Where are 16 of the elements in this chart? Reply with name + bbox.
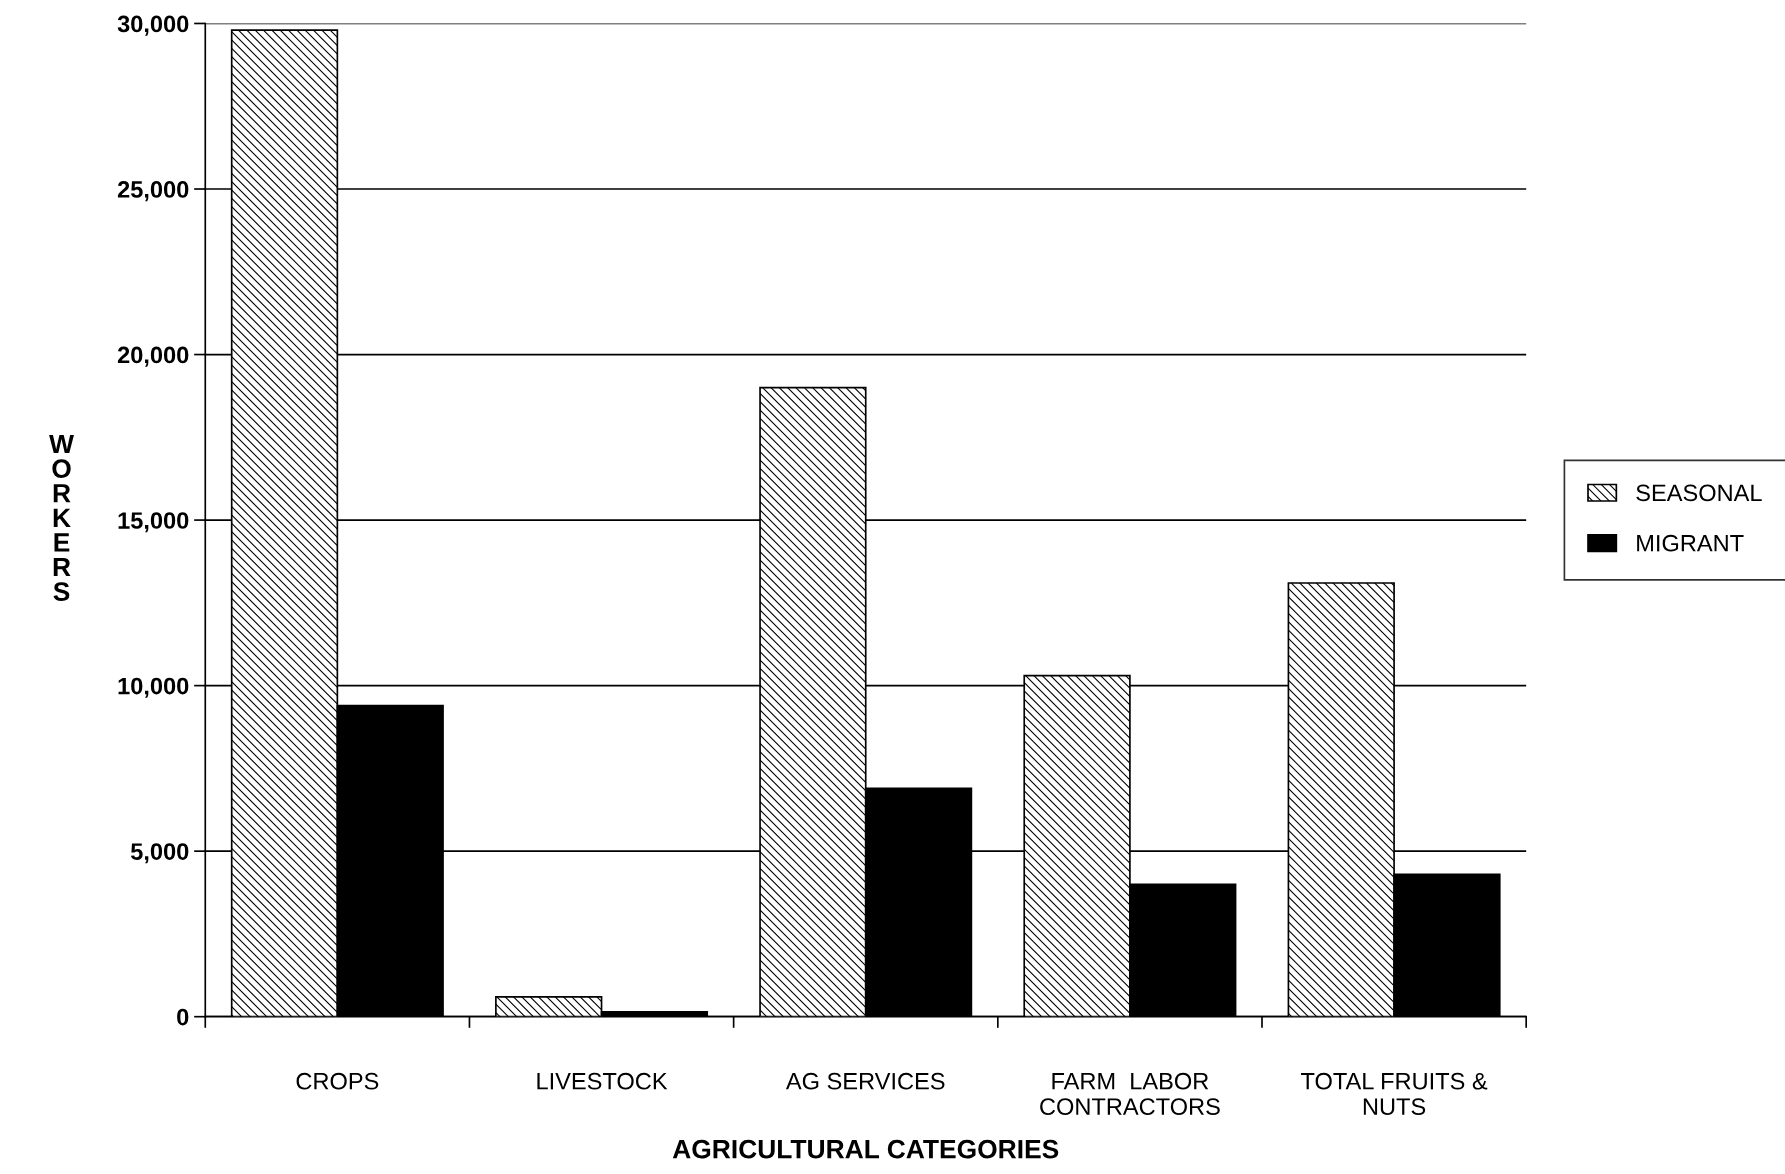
x-tick-label: TOTAL FRUITS & NUTS xyxy=(1301,1072,1488,1116)
x-tick-label: FARM LABOR CONTRACTORS xyxy=(1040,1072,1220,1116)
y-tick-label: 25,000 xyxy=(117,181,189,202)
x-axis-title: AGRICULTURAL CATEGORIES xyxy=(672,1139,1059,1159)
y-axis-title: WORKERS xyxy=(49,434,74,601)
legend-label: MIGRANT xyxy=(1637,534,1744,552)
y-tick-label: 0 xyxy=(177,1008,189,1026)
y-tick-label: 10,000 xyxy=(118,677,189,698)
y-tick-label: 30,000 xyxy=(117,15,189,36)
legend-label: SEASONAL xyxy=(1636,484,1762,502)
x-tick-label: CROPS xyxy=(296,1072,379,1090)
y-tick-label: 15,000 xyxy=(118,512,189,533)
y-tick-label: 20,000 xyxy=(117,346,189,367)
x-tick-label: LIVESTOCK xyxy=(537,1072,668,1090)
y-tick-label: 5,000 xyxy=(130,843,189,864)
x-tick-label: AG SERVICES xyxy=(785,1072,945,1090)
